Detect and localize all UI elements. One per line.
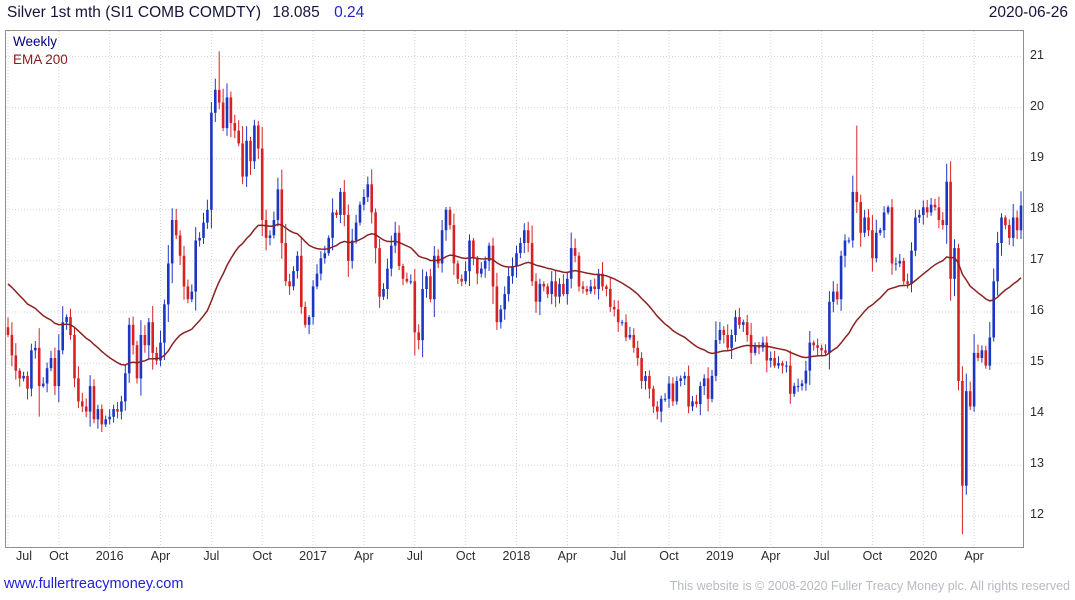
- ema-legend-label: EMA 200: [13, 52, 68, 67]
- price-change: 0.24: [334, 4, 365, 21]
- x-tick-label: Jul: [203, 549, 220, 563]
- y-tick-label: 18: [1030, 200, 1044, 215]
- y-tick-label: 17: [1030, 251, 1044, 266]
- x-tick-label: Oct: [455, 549, 476, 563]
- x-tick-label: Oct: [862, 549, 883, 563]
- y-tick-label: 20: [1030, 98, 1044, 113]
- x-tick-label: Jul: [16, 549, 32, 563]
- y-tick-label: 16: [1030, 302, 1044, 317]
- plot-area: Weekly EMA 200: [5, 30, 1024, 548]
- price-chart: [6, 31, 1023, 547]
- last-price: 18.085: [272, 4, 320, 21]
- x-tick-label: 2017: [299, 549, 327, 563]
- x-tick-label: Apr: [354, 549, 374, 563]
- x-tick-label: 2019: [705, 549, 734, 563]
- timeframe-label: Weekly: [13, 34, 58, 49]
- title-left: Silver 1st mth (SI1 COMB COMDTY) 18.085 …: [7, 4, 364, 22]
- title-bar: Silver 1st mth (SI1 COMB COMDTY) 18.085 …: [7, 4, 1068, 22]
- site-link[interactable]: www.fullertreacymoney.com: [4, 576, 184, 592]
- x-tick-label: Oct: [49, 549, 69, 563]
- x-tick-label: 2020: [909, 549, 938, 563]
- instrument-title: Silver 1st mth (SI1 COMB COMDTY): [7, 4, 262, 21]
- x-tick-label: Jul: [813, 549, 830, 563]
- y-tick-label: 13: [1030, 456, 1044, 471]
- x-tick-label: Oct: [252, 549, 272, 563]
- y-tick-label: 14: [1030, 405, 1044, 420]
- x-tick-label: Apr: [964, 549, 984, 563]
- chart-date: 2020-06-26: [988, 4, 1068, 21]
- x-tick-label: Jul: [610, 549, 627, 563]
- y-tick-label: 12: [1030, 507, 1044, 522]
- x-tick-label: Apr: [150, 549, 171, 563]
- copyright-text: This website is © 2008-2020 Fuller Treac…: [669, 579, 1070, 593]
- x-tick-label: 2018: [502, 549, 531, 563]
- x-tick-label: Jul: [406, 549, 423, 563]
- y-tick-label: 19: [1030, 149, 1044, 164]
- x-tick-label: Apr: [760, 549, 781, 563]
- x-tick-label: Oct: [659, 549, 679, 563]
- y-tick-label: 15: [1030, 354, 1044, 369]
- x-tick-label: Apr: [557, 549, 578, 563]
- x-tick-label: 2016: [95, 549, 124, 563]
- y-tick-label: 21: [1030, 47, 1044, 62]
